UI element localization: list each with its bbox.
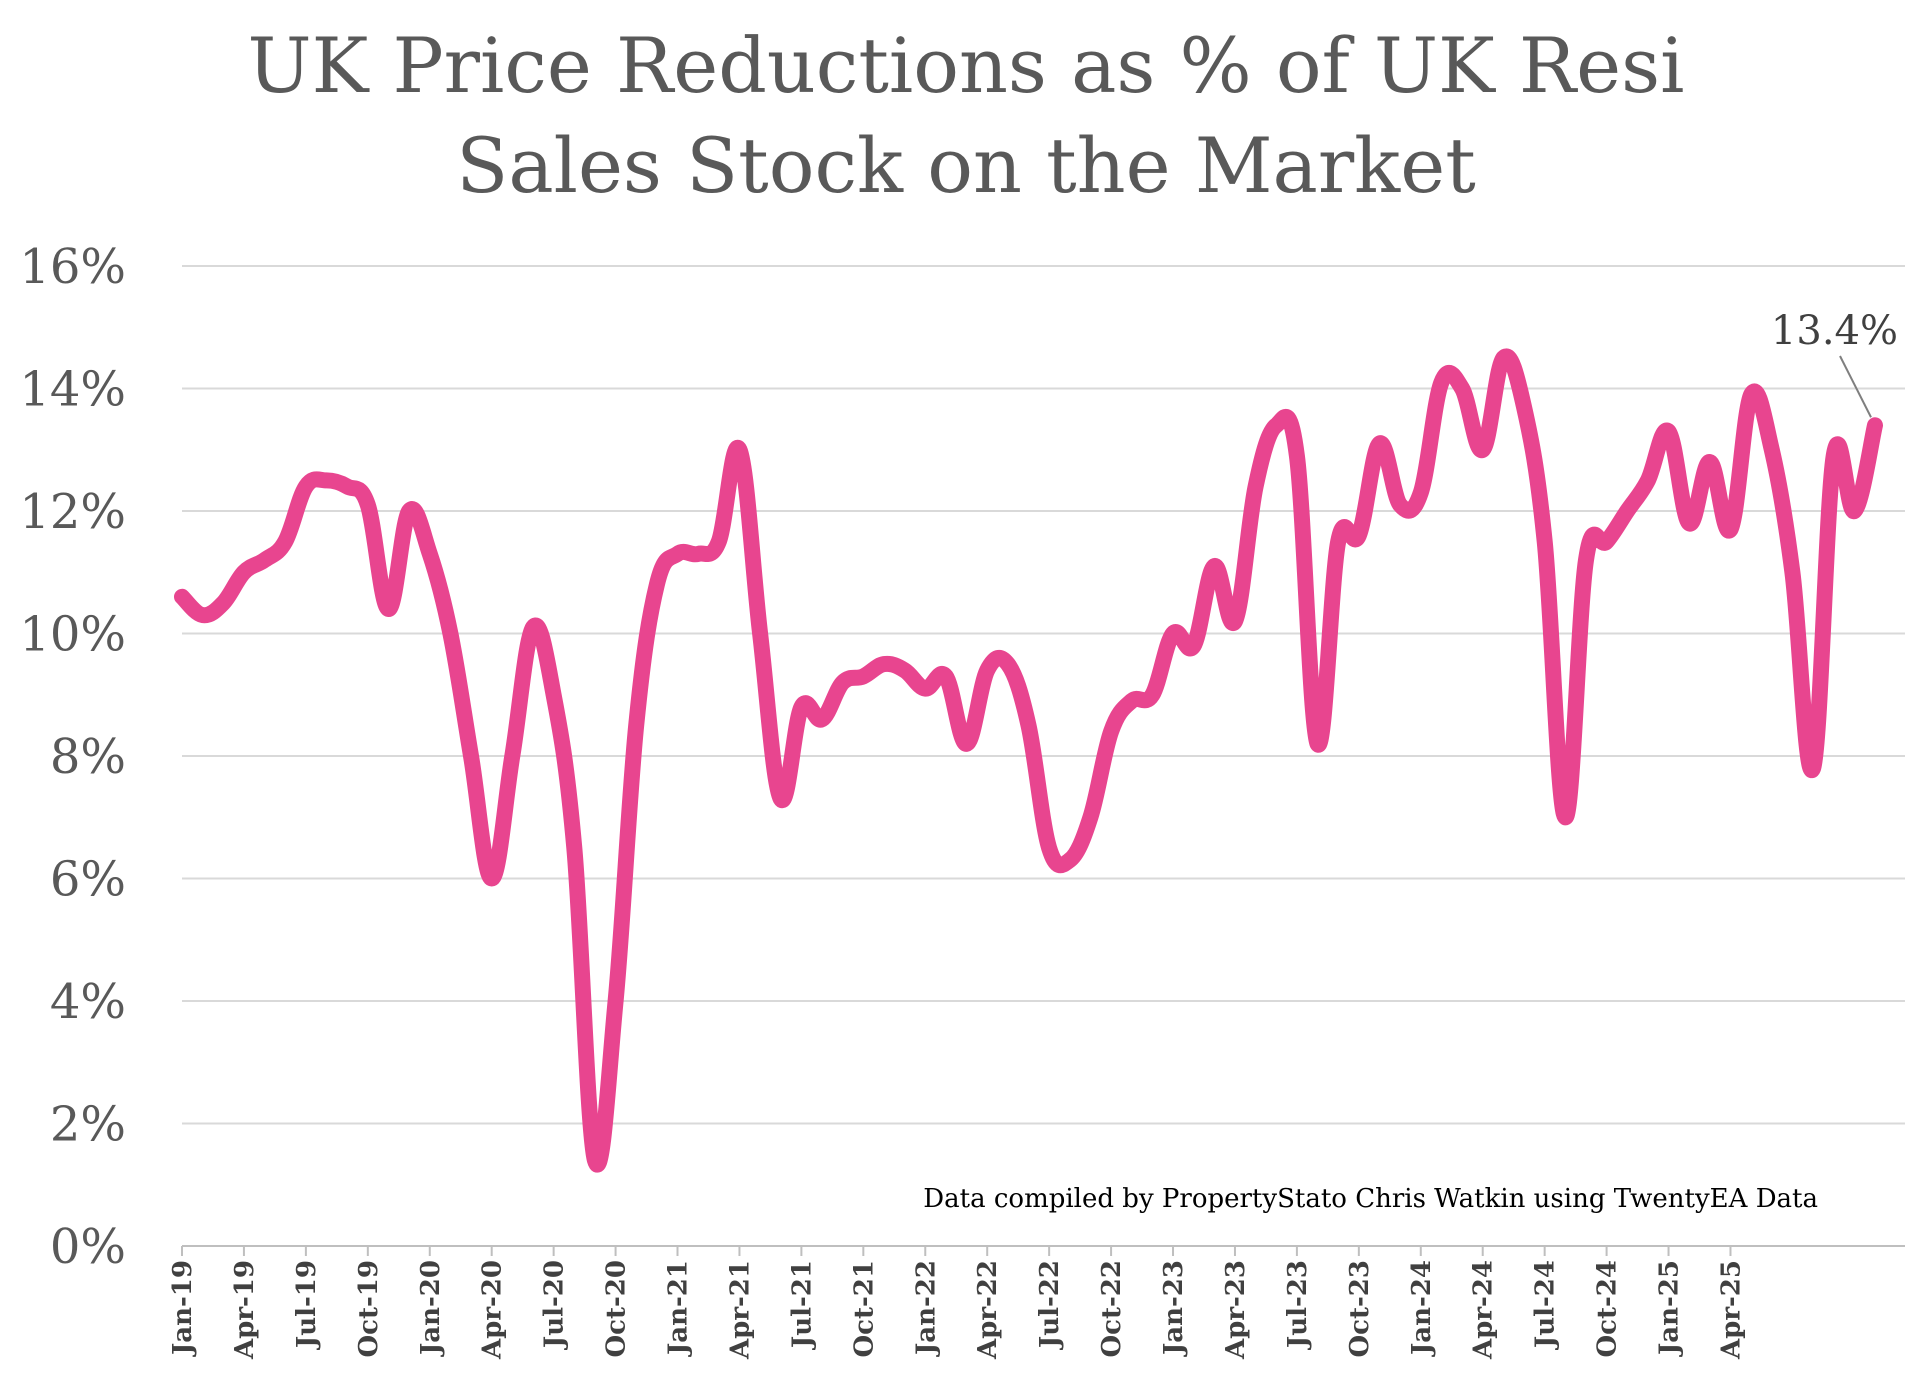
- y-tick-label: 16%: [19, 239, 126, 295]
- x-tick-label: Jan-25: [1655, 1260, 1685, 1357]
- chart-title-line-1: UK Price Reductions as % of UK Resi: [248, 21, 1685, 110]
- x-tick-label: Oct-24: [1593, 1260, 1623, 1357]
- x-tick-label: Jan-21: [664, 1260, 694, 1357]
- x-tick-label: Jul-24: [1531, 1260, 1561, 1350]
- y-tick-label: 4%: [50, 974, 126, 1030]
- y-tick-label: 10%: [19, 607, 126, 663]
- x-tick-label: Jan-20: [416, 1260, 446, 1357]
- x-tick-label: Oct-23: [1345, 1260, 1375, 1357]
- x-tick-label: Apr-22: [973, 1260, 1003, 1360]
- x-tick-label: Oct-21: [849, 1260, 879, 1357]
- y-tick-label: 6%: [50, 852, 126, 908]
- source-annotation: Data compiled by PropertyStato Chris Wat…: [923, 1184, 1818, 1214]
- y-tick-label: 12%: [19, 484, 126, 540]
- x-tick-label: Apr-19: [230, 1260, 260, 1360]
- end-value-label: 13.4%: [1771, 308, 1898, 354]
- annotation-layer: 13.4%: [1771, 308, 1898, 418]
- x-tick-label: Jan-23: [1159, 1260, 1189, 1357]
- x-tick-label: Apr-23: [1221, 1260, 1251, 1360]
- x-tick-label: Apr-21: [725, 1260, 755, 1360]
- x-tick-label: Jan-19: [168, 1260, 198, 1357]
- end-label-leader: [1839, 355, 1872, 418]
- x-tick-label: Oct-20: [602, 1260, 632, 1357]
- x-tick-label: Apr-25: [1716, 1260, 1746, 1360]
- y-tick-label: 8%: [50, 729, 126, 785]
- x-tick-label: Jan-24: [1407, 1260, 1437, 1357]
- x-tick-label: Oct-22: [1097, 1260, 1127, 1357]
- x-tick-label: Apr-24: [1469, 1260, 1499, 1360]
- x-axis-tick-labels: Jan-19 Apr-19 Jul-19 Oct-19 Jan-20 Apr-20 Jul-…: [168, 1260, 1746, 1360]
- x-tick-label: Jan-22: [911, 1260, 941, 1357]
- x-axis: [181, 1245, 1905, 1256]
- x-tick-label: Jul-19: [292, 1260, 322, 1350]
- series-layer: [174, 348, 1883, 1173]
- x-tick-label: Oct-19: [354, 1260, 384, 1357]
- y-tick-label: 0%: [50, 1219, 126, 1275]
- x-tick-label: Jul-23: [1283, 1260, 1313, 1350]
- y-tick-label: 2%: [50, 1097, 126, 1153]
- series-line: [174, 348, 1883, 1173]
- chart-title-line-2: Sales Stock on the Market: [456, 121, 1475, 210]
- x-tick-label: Apr-20: [478, 1260, 508, 1360]
- x-tick-label: Jul-22: [1035, 1260, 1065, 1350]
- x-tick-label: Jul-21: [787, 1260, 817, 1350]
- y-tick-label: 14%: [19, 362, 126, 418]
- y-axis-tick-labels: 0% 2% 4% 6% 8% 10% 12% 14% 16%: [19, 239, 126, 1275]
- x-tick-label: Jul-20: [540, 1260, 570, 1350]
